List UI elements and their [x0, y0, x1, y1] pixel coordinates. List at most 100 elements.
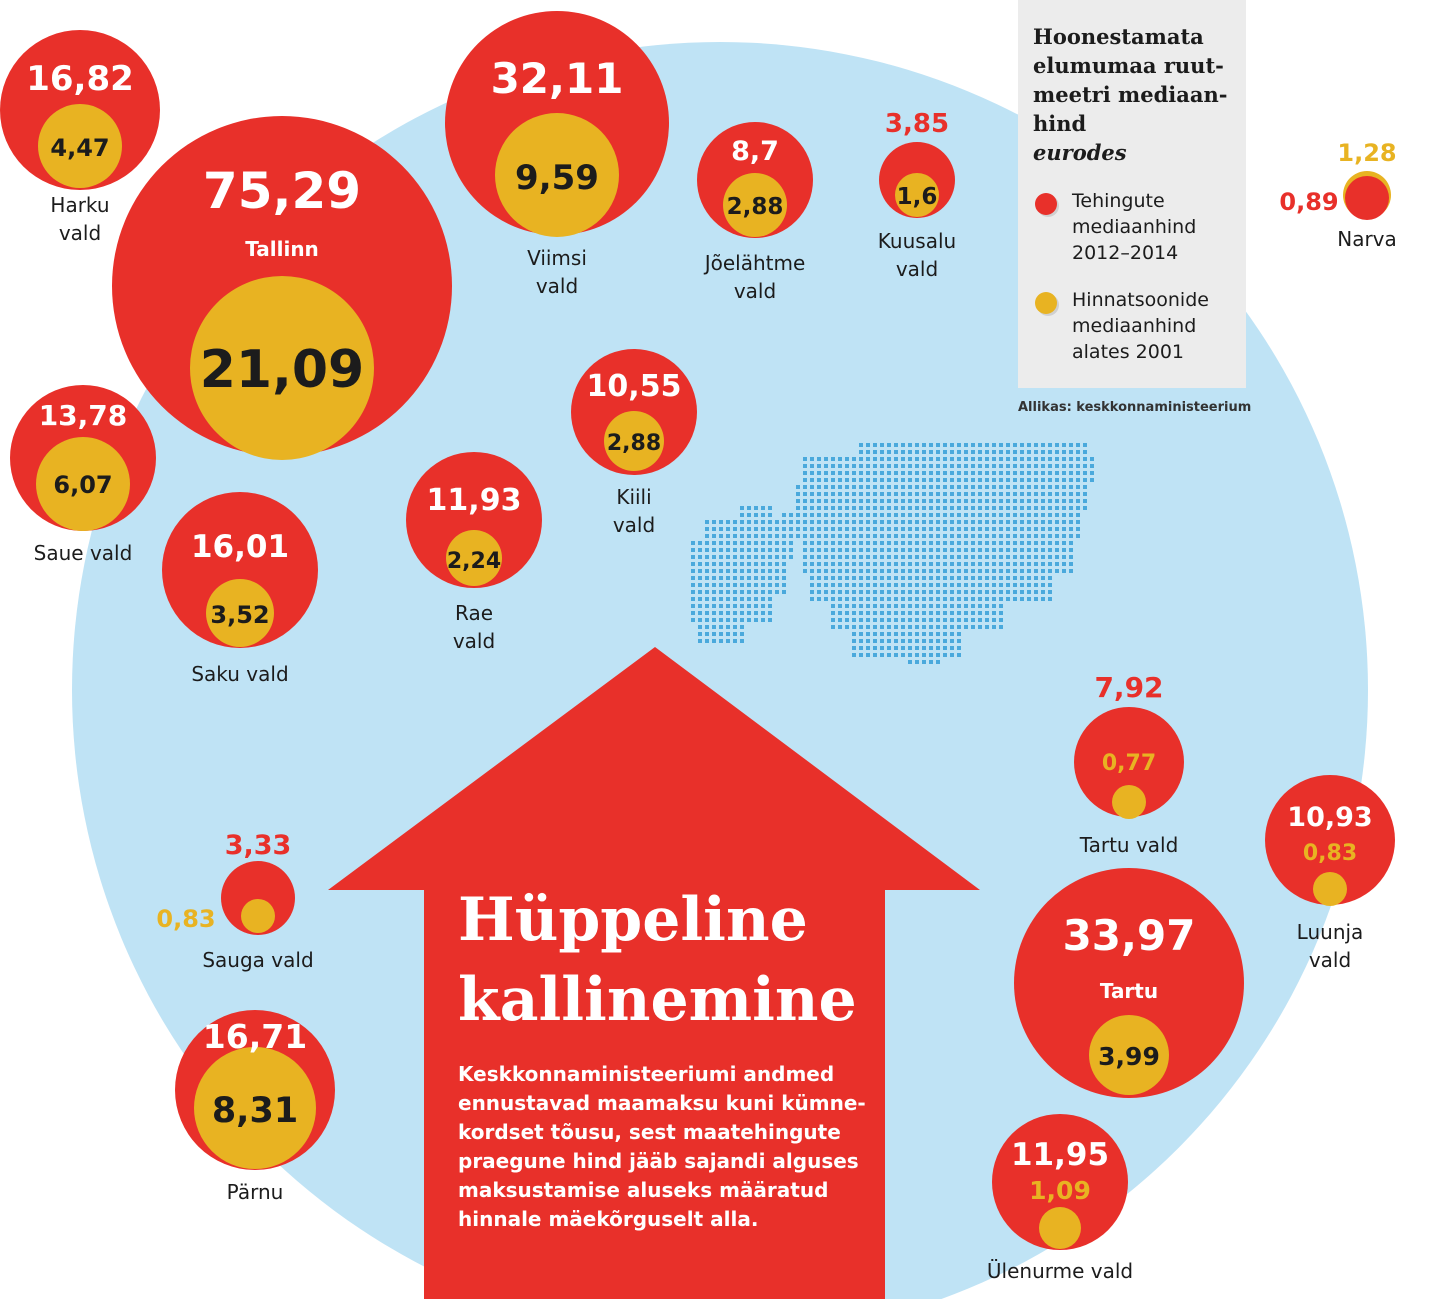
- map-dot: [754, 618, 758, 622]
- map-dot: [887, 527, 891, 531]
- map-dot: [810, 499, 814, 503]
- map-dot: [866, 604, 870, 608]
- map-dot: [901, 646, 905, 650]
- map-dot: [943, 534, 947, 538]
- place-label: vald: [734, 279, 776, 303]
- map-dot: [999, 471, 1003, 475]
- map-dot: [950, 562, 954, 566]
- zone-value: 3,99: [1098, 1042, 1160, 1071]
- map-dot: [894, 618, 898, 622]
- map-dot: [929, 485, 933, 489]
- map-dot: [957, 555, 961, 559]
- map-dot: [873, 618, 877, 622]
- map-dot: [943, 548, 947, 552]
- map-dot: [1048, 457, 1052, 461]
- map-dot: [859, 457, 863, 461]
- map-dot: [817, 492, 821, 496]
- map-dot: [852, 632, 856, 636]
- map-dot: [922, 646, 926, 650]
- map-dot: [859, 569, 863, 573]
- map-dot: [810, 583, 814, 587]
- map-dot: [1006, 597, 1010, 601]
- transaction-circle: [1014, 868, 1244, 1098]
- map-dot: [950, 541, 954, 545]
- map-dot: [915, 625, 919, 629]
- map-dot: [1034, 569, 1038, 573]
- map-dot: [936, 618, 940, 622]
- bubble-luunja-vald: 10,93 0,83 Luunja vald: [1265, 775, 1395, 972]
- map-dot: [915, 660, 919, 664]
- map-dot: [1076, 464, 1080, 468]
- map-dot: [929, 646, 933, 650]
- map-dot: [950, 646, 954, 650]
- legend-dot-transaction: [1035, 193, 1057, 215]
- map-dot: [803, 562, 807, 566]
- map-dot: [908, 653, 912, 657]
- map-dot: [754, 604, 758, 608]
- map-dot: [1076, 527, 1080, 531]
- map-dot: [1013, 569, 1017, 573]
- map-dot: [908, 534, 912, 538]
- map-dot: [691, 590, 695, 594]
- map-dot: [810, 541, 814, 545]
- map-dot: [859, 471, 863, 475]
- map-dot: [1048, 513, 1052, 517]
- legend-item-zone: Hinnatsoonide mediaanhind alates 2001: [1072, 289, 1209, 363]
- map-dot: [1006, 520, 1010, 524]
- map-dot: [852, 506, 856, 510]
- map-dot: [894, 499, 898, 503]
- map-dot: [1006, 555, 1010, 559]
- map-dot: [1069, 457, 1073, 461]
- legend-title: Hoonestamata elumumaa ruut-meetri mediaa…: [1033, 22, 1243, 167]
- bubble-narva: 0,89 1,28 Narva: [1279, 139, 1396, 251]
- map-dot: [740, 597, 744, 601]
- map-dot: [873, 443, 877, 447]
- map-dot: [817, 471, 821, 475]
- map-dot: [908, 548, 912, 552]
- map-dot: [887, 576, 891, 580]
- map-dot: [936, 660, 940, 664]
- map-dot: [936, 534, 940, 538]
- map-dot: [712, 534, 716, 538]
- transaction-value: 11,95: [1011, 1137, 1109, 1173]
- map-dot: [999, 555, 1003, 559]
- map-dot: [789, 541, 793, 545]
- map-dot: [957, 562, 961, 566]
- map-dot: [880, 597, 884, 601]
- map-dot: [971, 506, 975, 510]
- map-dot: [712, 527, 716, 531]
- map-dot: [1048, 492, 1052, 496]
- map-dot: [873, 471, 877, 475]
- map-dot: [768, 562, 772, 566]
- map-dot: [824, 485, 828, 489]
- map-dot: [901, 611, 905, 615]
- map-dot: [873, 457, 877, 461]
- place-label: vald: [536, 274, 578, 298]
- map-dot: [950, 611, 954, 615]
- map-dot: [803, 555, 807, 559]
- map-dot: [1013, 541, 1017, 545]
- map-dot: [901, 534, 905, 538]
- map-dot: [719, 562, 723, 566]
- map-dot: [887, 513, 891, 517]
- map-dot: [768, 548, 772, 552]
- map-dot: [936, 464, 940, 468]
- map-dot: [873, 625, 877, 629]
- map-dot: [824, 457, 828, 461]
- map-dot: [859, 604, 863, 608]
- map-dot: [1062, 569, 1066, 573]
- map-dot: [880, 604, 884, 608]
- map-dot: [831, 625, 835, 629]
- map-dot: [796, 485, 800, 489]
- place-label: Jõelähtme: [703, 251, 806, 275]
- map-dot: [852, 604, 856, 608]
- map-dot: [1055, 450, 1059, 454]
- map-dot: [733, 618, 737, 622]
- map-dot: [957, 583, 961, 587]
- map-dot: [901, 499, 905, 503]
- map-dot: [824, 548, 828, 552]
- map-dot: [782, 527, 786, 531]
- map-dot: [782, 548, 786, 552]
- map-dot: [1062, 541, 1066, 545]
- map-dot: [971, 457, 975, 461]
